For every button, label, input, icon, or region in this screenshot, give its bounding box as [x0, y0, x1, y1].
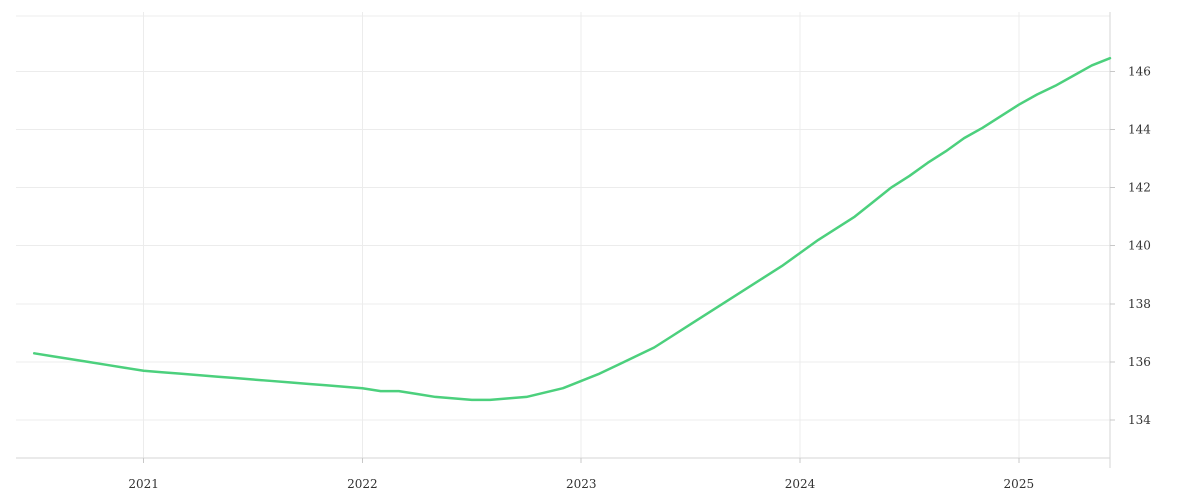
x-tick-label-2021: 2021: [128, 477, 159, 491]
series-layer: [32, 56, 1112, 402]
y-tick-label-142: 142: [1128, 181, 1151, 195]
y-axis-ticks: 134 136 138 140 142 144 146: [1110, 64, 1151, 427]
x-tick-label-2024: 2024: [785, 477, 816, 491]
y-tick-label-134: 134: [1128, 413, 1151, 427]
horizontal-gridlines: [16, 15, 1110, 421]
y-tick-label-140: 140: [1128, 239, 1151, 253]
y-tick-label-146: 146: [1128, 64, 1151, 78]
y-tick-label-136: 136: [1128, 355, 1151, 369]
vertical-gridlines: [143, 12, 1020, 458]
x-tick-label-2023: 2023: [566, 477, 597, 491]
x-axis-ticks: 2021 2022 2023 2024 2025: [128, 458, 1034, 491]
y-tick-label-138: 138: [1128, 297, 1151, 311]
series-line-0: [32, 56, 1112, 402]
y-tick-label-144: 144: [1128, 122, 1151, 136]
x-tick-label-2022: 2022: [347, 477, 378, 491]
x-tick-label-2025: 2025: [1004, 477, 1035, 491]
